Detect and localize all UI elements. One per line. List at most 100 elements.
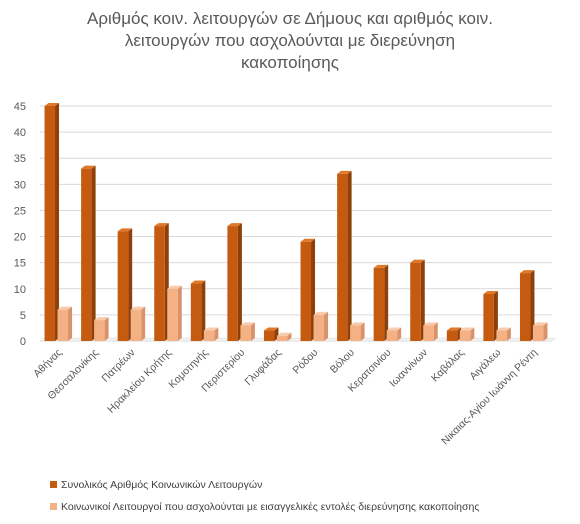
bar-s2-8 <box>350 325 361 341</box>
bar-side-s2-9 <box>397 327 402 341</box>
bar-s2-6 <box>276 335 288 341</box>
bar-top-s1-0 <box>44 103 60 106</box>
y-tick-label: 5 <box>20 310 26 322</box>
bar-top-s1-2 <box>117 228 133 232</box>
bar-s1-10 <box>410 262 421 341</box>
y-tick-label: 25 <box>14 205 26 217</box>
bar-top-s2-8 <box>350 322 365 326</box>
bar-top-s1-9 <box>373 264 389 268</box>
y-tick-label: 45 <box>14 101 26 113</box>
bar-top-s2-5 <box>240 322 255 326</box>
bar-s1-3 <box>154 226 165 341</box>
bar-s2-3 <box>167 288 178 341</box>
bar-s2-0 <box>57 309 69 341</box>
bar-s2-4 <box>203 330 215 341</box>
bar-side-s1-8 <box>347 170 352 341</box>
bar-top-s2-4 <box>203 327 219 331</box>
bar-s2-10 <box>423 325 434 341</box>
bar-side-s1-5 <box>237 223 242 341</box>
x-tick-label: Βόλου <box>328 346 357 375</box>
bar-top-s2-12 <box>496 327 511 331</box>
bar-s1-11 <box>446 330 458 341</box>
bar-side-s2-6 <box>287 332 292 341</box>
chart-title: Αριθμός κοιν. λειτουργών σε Δήμους και α… <box>86 9 494 72</box>
y-tick-label: 10 <box>14 284 26 296</box>
y-tick-label: 40 <box>14 127 26 139</box>
bar-top-s1-11 <box>446 327 462 331</box>
bar-top-s2-9 <box>386 327 402 331</box>
bar-s2-11 <box>459 330 471 341</box>
chart-floor <box>39 337 557 342</box>
bar-side-s2-5 <box>250 322 255 341</box>
bar-s2-12 <box>496 330 507 341</box>
x-tick-label: Καβάλας <box>429 347 467 385</box>
bar-top-s1-7 <box>300 238 316 242</box>
bar-side-s2-8 <box>360 322 365 341</box>
bar-side-s1-10 <box>420 259 425 341</box>
x-tick-label: Ηρακλείου Κρήτης <box>105 347 174 416</box>
bar-top-s1-10 <box>410 259 425 263</box>
bar-top-s1-1 <box>81 165 96 169</box>
bar-s2-2 <box>130 309 142 341</box>
bar-side-s2-1 <box>104 317 109 341</box>
bar-top-s2-0 <box>57 306 73 310</box>
y-tick-label: 35 <box>14 153 26 165</box>
x-tick-label: Γλυφάδας <box>243 347 284 388</box>
bar-top-s1-6 <box>263 327 279 331</box>
bar-s1-9 <box>373 267 385 341</box>
y-tick-label: 30 <box>14 179 26 191</box>
bar-s2-13 <box>532 325 544 341</box>
bar-side-s1-0 <box>55 103 60 341</box>
legend-swatch-s2 <box>50 503 57 510</box>
y-tick-label: 15 <box>14 258 26 270</box>
bar-top-s2-1 <box>94 317 109 321</box>
bar-s1-13 <box>519 273 531 341</box>
bar-s1-6 <box>263 330 275 341</box>
bar-s1-7 <box>300 241 312 341</box>
bar-s1-4 <box>190 283 202 341</box>
bar-s2-9 <box>386 330 398 341</box>
bar-side-s2-11 <box>470 327 475 341</box>
y-tick-label: 20 <box>14 232 26 244</box>
bar-s1-0 <box>44 106 56 341</box>
bar-side-s2-13 <box>543 322 548 341</box>
bar-side-s2-0 <box>68 306 73 341</box>
bar-top-s1-8 <box>337 170 352 174</box>
bar-side-s2-10 <box>433 322 438 341</box>
bar-s2-7 <box>313 314 325 341</box>
legend-swatch-s1 <box>50 481 57 488</box>
bar-top-s2-3 <box>167 285 182 289</box>
bar-side-s1-9 <box>384 264 389 341</box>
bar-side-s1-4 <box>201 280 206 341</box>
bar-s1-2 <box>117 231 129 341</box>
x-tick-label: Αθήνας <box>31 347 64 380</box>
bar-s1-8 <box>337 173 348 341</box>
bar-s2-5 <box>240 325 251 341</box>
legend-label-s1: Συνολικός Αριθμός Κοινωνικών Λειτουργών <box>61 479 262 491</box>
x-tick-label: Πατρέων <box>99 347 137 385</box>
bar-top-s2-10 <box>423 322 438 326</box>
bar-top-s1-4 <box>190 280 206 284</box>
bar-side-s1-12 <box>493 291 498 341</box>
legend-label-s2: Κοινωνικοί Λειτουργοί που ασχολούνται με… <box>61 501 479 513</box>
bar-top-s2-11 <box>459 327 475 331</box>
bar-side-s2-2 <box>141 306 146 341</box>
bar-s1-1 <box>81 168 92 341</box>
x-tick-label: Αιγάλεω <box>467 347 503 383</box>
bar-side-s2-12 <box>506 327 511 341</box>
x-tick-label: Ιωαννίνων <box>387 347 430 390</box>
bar-top-s2-7 <box>313 311 329 315</box>
bar-side-s2-3 <box>177 285 182 341</box>
y-tick-label: 0 <box>20 336 26 348</box>
bar-top-s1-13 <box>519 270 535 274</box>
bar-s1-12 <box>483 294 494 341</box>
bar-top-s2-2 <box>130 306 146 310</box>
bar-top-s1-12 <box>483 291 498 294</box>
bar-side-s1-1 <box>91 165 96 341</box>
bar-top-s1-5 <box>227 223 242 227</box>
bar-top-s2-6 <box>276 332 292 336</box>
bar-s1-5 <box>227 226 238 341</box>
bar-side-s2-4 <box>214 327 219 341</box>
